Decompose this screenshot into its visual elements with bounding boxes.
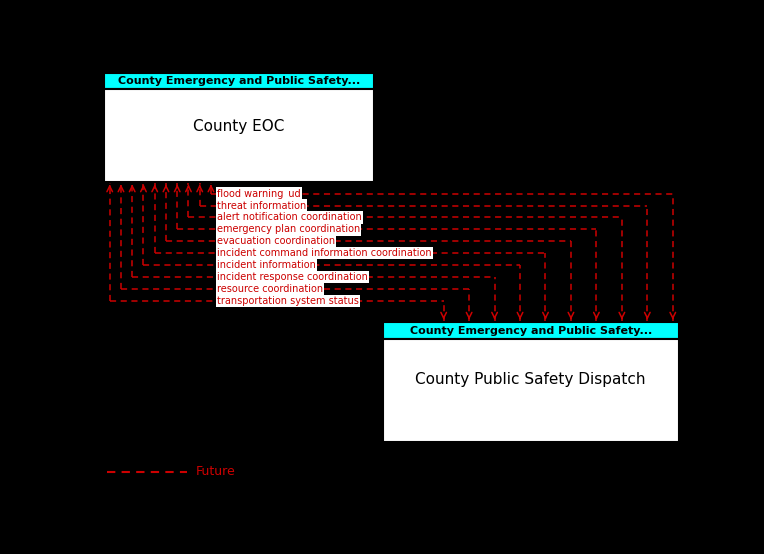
Text: alert notification coordination: alert notification coordination <box>217 213 361 223</box>
Bar <box>383 338 678 442</box>
Text: County Emergency and Public Safety...: County Emergency and Public Safety... <box>118 76 360 86</box>
Text: resource coordination: resource coordination <box>217 284 323 294</box>
Text: incident response coordination: incident response coordination <box>217 272 367 282</box>
Bar <box>105 73 374 89</box>
Text: incident information: incident information <box>217 260 316 270</box>
Text: Future: Future <box>196 465 236 478</box>
Text: County EOC: County EOC <box>193 119 285 134</box>
Bar <box>383 322 678 338</box>
Text: emergency plan coordination: emergency plan coordination <box>217 224 360 234</box>
Text: incident command information coordination: incident command information coordinatio… <box>217 248 432 258</box>
Text: flood warning_ud: flood warning_ud <box>217 188 300 199</box>
Text: threat information: threat information <box>217 201 306 211</box>
Text: County Emergency and Public Safety...: County Emergency and Public Safety... <box>410 326 652 336</box>
Text: transportation system status: transportation system status <box>217 296 359 306</box>
Bar <box>105 89 374 182</box>
Text: evacuation coordination: evacuation coordination <box>217 237 335 247</box>
Text: County Public Safety Dispatch: County Public Safety Dispatch <box>416 372 646 387</box>
